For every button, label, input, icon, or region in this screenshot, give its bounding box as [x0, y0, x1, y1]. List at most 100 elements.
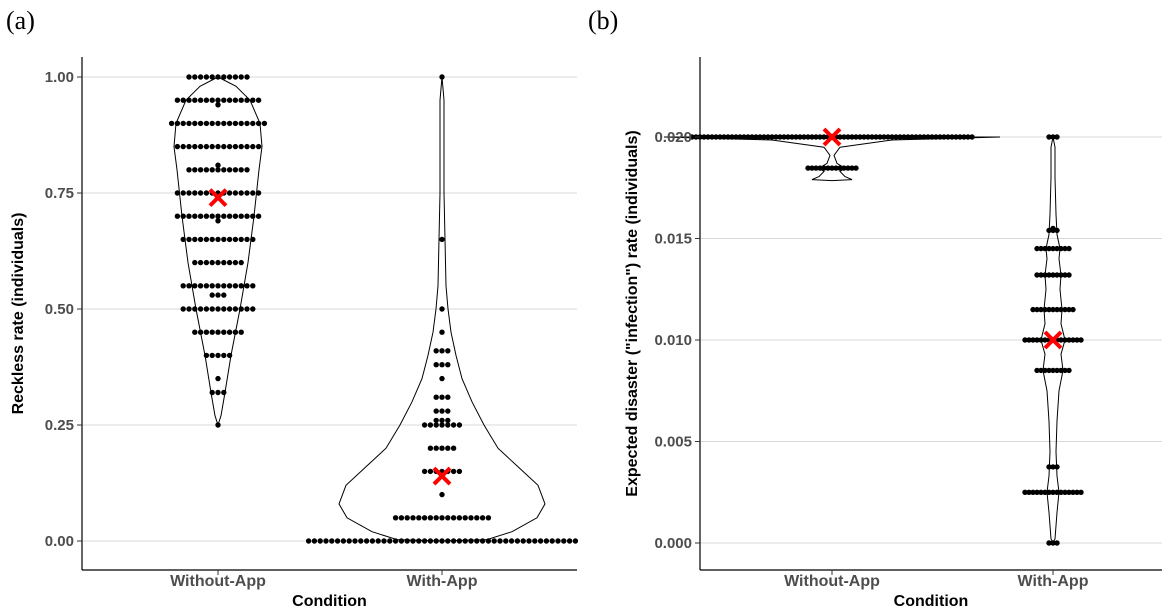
data-dot: [1026, 489, 1032, 495]
data-dot: [209, 306, 215, 312]
data-dot: [905, 134, 911, 140]
data-dot: [825, 165, 831, 171]
data-dot: [1046, 227, 1052, 234]
data-dot: [439, 348, 445, 354]
data-dot: [215, 283, 221, 289]
data-dot: [180, 120, 186, 127]
y-tick-label: 0.015: [654, 231, 692, 248]
data-dot: [244, 213, 250, 219]
data-dot: [1034, 489, 1040, 495]
data-dot: [238, 259, 244, 266]
data-dot: [244, 236, 250, 243]
data-dot: [749, 134, 755, 140]
data-dot: [705, 134, 711, 140]
data-dot: [555, 538, 561, 544]
data-dot: [209, 352, 215, 359]
data-dot: [1034, 272, 1040, 278]
data-dot: [1058, 272, 1064, 278]
data-dot: [244, 143, 250, 150]
x-tick-label-without-app: Without-App: [784, 573, 880, 590]
data-dot: [1022, 489, 1028, 495]
data-dot: [203, 213, 210, 219]
data-dot: [885, 134, 891, 140]
data-dot: [329, 538, 335, 544]
data-dot: [244, 190, 250, 196]
data-dot: [1074, 337, 1080, 343]
x-tick-label-with-app: With-App: [1018, 573, 1089, 590]
data-dot: [785, 134, 791, 140]
data-dot: [969, 134, 975, 140]
data-dot: [789, 134, 795, 140]
data-dot: [209, 389, 215, 396]
data-dot: [572, 538, 579, 544]
data-dot: [433, 445, 439, 451]
data-dot: [1042, 245, 1048, 252]
data-dot: [433, 348, 439, 354]
data-dot: [439, 417, 445, 424]
data-dot: [837, 165, 843, 171]
data-dot: [1070, 489, 1076, 495]
data-dot: [1070, 337, 1076, 343]
data-dot: [1030, 489, 1036, 495]
data-dot: [456, 422, 463, 428]
data-dot: [450, 515, 457, 521]
data-dot: [215, 259, 221, 266]
data-dot: [1050, 464, 1056, 470]
data-dot: [215, 74, 221, 80]
data-dot: [215, 236, 221, 243]
data-dot: [203, 352, 210, 359]
y-tick-label: 1.00: [45, 69, 74, 86]
panel-a: (a) 0.00 0.25 0.50 0.75 1.00 Without-App Wit…: [6, 6, 579, 610]
data-dot: [1066, 489, 1072, 495]
y-tick-label: 0.020: [654, 129, 692, 146]
data-dot: [186, 236, 192, 243]
data-dot: [479, 538, 486, 544]
data-dot: [445, 394, 451, 400]
data-dot: [197, 167, 204, 173]
data-dot: [961, 134, 967, 140]
x-tick-label-without-app: Without-App: [170, 573, 266, 590]
data-dot: [340, 538, 347, 544]
data-dot: [352, 538, 358, 544]
data-dot: [1050, 367, 1056, 374]
data-dot: [226, 352, 233, 359]
data-dot: [215, 167, 221, 173]
data-dot: [873, 134, 879, 140]
data-dot: [450, 422, 457, 428]
data-dot: [215, 352, 221, 359]
data-dot: [949, 134, 955, 140]
data-dot: [186, 74, 192, 80]
data-dot: [226, 259, 233, 266]
data-dot: [197, 329, 204, 335]
data-dot: [445, 348, 451, 354]
data-dot: [255, 190, 262, 196]
data-dot: [421, 538, 428, 544]
data-dot: [433, 408, 439, 414]
data-dot: [209, 329, 215, 335]
data-dot: [745, 134, 751, 140]
panel-b-axes: [699, 57, 1162, 575]
data-dot: [197, 74, 204, 80]
data-dot: [209, 74, 215, 80]
data-dot: [689, 134, 695, 140]
data-dot: [945, 134, 951, 140]
y-tick-label: 0.010: [654, 332, 692, 349]
data-dot: [485, 515, 492, 521]
data-dot: [445, 362, 451, 368]
data-dot: [226, 190, 233, 196]
data-dot: [244, 74, 250, 80]
panel-a-label: (a): [6, 6, 35, 35]
data-dot: [369, 538, 376, 544]
data-dot: [174, 190, 181, 196]
data-dot: [433, 362, 439, 368]
mean-marker: [208, 188, 228, 208]
data-dot: [765, 134, 771, 140]
data-dot: [317, 538, 323, 544]
panel-b-y-ticks: 0.000 0.005 0.010 0.015 0.020: [654, 129, 700, 552]
data-dot: [311, 538, 318, 544]
data-dot: [713, 134, 719, 140]
data-dot: [549, 538, 555, 544]
panel-b-gridlines: [700, 136, 1162, 544]
data-dot: [520, 538, 526, 544]
data-dot: [433, 394, 439, 400]
